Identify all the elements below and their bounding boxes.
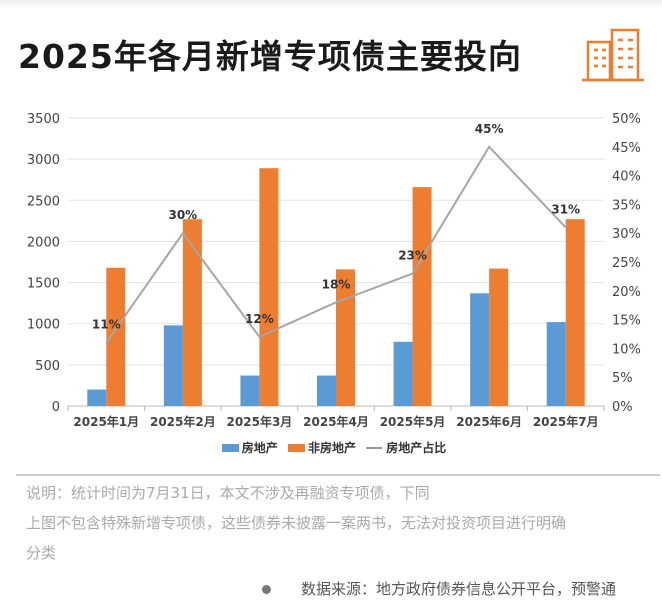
legend-label-real-estate: 房地产 [241,441,278,455]
y-tick-label: 1500 [27,277,60,292]
bar-real-estate [317,375,336,406]
y2-tick-label: 10% [612,342,641,357]
bar-non-real-estate [106,267,126,406]
source-text: 数据来源：地方政府债券信息公开平台，预警通 [301,580,617,598]
x-tick-label: 2025年7月 [533,414,599,429]
x-tick-label: 2025年1月 [73,414,139,429]
bullet-icon [262,585,271,594]
bar-non-real-estate [565,219,585,406]
y2-tick-label: 40% [612,170,641,185]
ratio-data-label: 45% [475,122,504,136]
y-tick-label: 500 [35,359,60,374]
y2-tick-label: 5% [612,371,633,386]
bar-real-estate [470,293,490,406]
ratio-data-label: 31% [551,202,580,216]
y-tick-label: 3500 [27,112,60,127]
ratio-data-label: 12% [245,312,274,326]
source: 数据来源：地方政府债券信息公开平台，预警通 [262,578,616,599]
ratio-data-label: 30% [168,208,197,222]
x-tick-label: 2025年3月 [227,414,293,429]
x-tick-label: 2025年5月 [380,414,446,429]
bar-non-real-estate [489,268,509,406]
y2-tick-label: 15% [612,314,641,329]
y2-tick-label: 30% [612,227,641,242]
legend-label-non-real-estate: 非房地产 [307,441,356,455]
note-line-1: 说明：统计时间为7月31日，本文不涉及再融资专项债，下同 [26,484,430,502]
legend-line-ratio [366,446,383,449]
x-tick-label: 2025年4月 [303,414,369,429]
y2-tick-label: 0% [612,400,633,415]
building-icon [582,28,644,82]
bar-real-estate [87,389,107,406]
y-tick-label: 2000 [27,235,60,250]
bar-non-real-estate [259,168,279,406]
bar-non-real-estate [336,269,355,406]
legend-swatch-non-real-estate [287,443,305,452]
x-tick-label: 2025年6月 [456,414,522,429]
divider [16,474,660,476]
bar-line-chart: 0 500 1000 1500 2000 2500 3000 3500 0% 5% 10% 15% 20… [27,112,641,429]
y2-tick-label: 50% [612,112,641,127]
y-tick-label: 2500 [27,194,60,209]
bar-real-estate [546,322,566,406]
legend-swatch-real-estate [221,443,239,452]
top-shadow [0,0,662,8]
bar-real-estate [393,341,413,406]
ratio-data-label: 23% [398,249,427,263]
x-tick-label: 2025年2月 [150,414,216,429]
y-tick-label: 1000 [27,318,60,333]
bar-non-real-estate [412,187,432,406]
note-line-3: 分类 [26,544,57,562]
ratio-data-label: 18% [322,277,351,291]
bar-real-estate [163,325,183,406]
y-tick-label: 0 [52,400,60,415]
note-line-2: 上图不包含特殊新增专项债，这些债券未披露一案两书，无法对投资项目进行明确 [26,514,567,532]
legend: 房地产 非房地产 房地产占比 [0,439,662,456]
y2-tick-label: 25% [612,256,641,271]
y2-tick-label: 35% [612,198,641,213]
y2-tick-label: 20% [612,285,641,300]
bar-non-real-estate [182,219,202,406]
ratio-line [105,145,567,344]
page-title: 2025年各月新增专项债主要投向 [18,37,522,76]
y-tick-label: 3000 [27,153,60,168]
y2-tick-label: 45% [612,141,641,156]
ratio-data-label: 11% [92,318,121,332]
bar-real-estate [240,375,260,406]
legend-label-ratio: 房地产占比 [386,441,447,455]
